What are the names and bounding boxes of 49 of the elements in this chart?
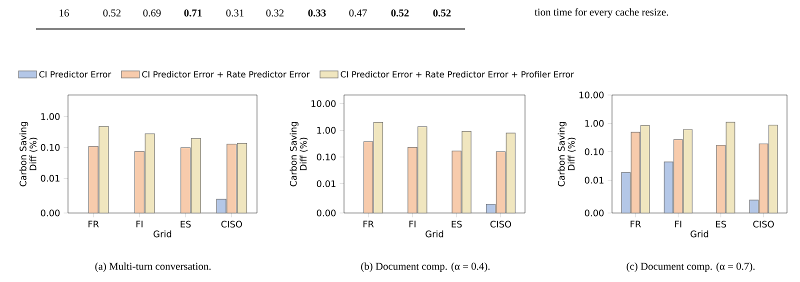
y-tick-label: 1.00	[317, 126, 336, 134]
text: 0.52	[103, 9, 121, 17]
y-axis-title: Carbon Saving Diff (%)	[558, 122, 576, 186]
x-tick-label: ES	[716, 220, 726, 228]
text: 0.52	[391, 9, 409, 17]
text: 0.32	[266, 9, 284, 17]
y-tick-label: 10.00	[312, 100, 336, 107]
text: (a) Multi-turn conversation.	[95, 262, 211, 272]
y-tick-label: 10.00	[580, 92, 604, 98]
y-tick-label: 0.01	[316, 180, 336, 188]
y-tick-label: 0.01	[584, 176, 604, 184]
text: (b) Document comp. (α = 0.4).	[361, 262, 490, 272]
y-tick-label: 0.01	[40, 174, 60, 182]
y-tick-label: 0.00	[584, 210, 604, 216]
y-axis-title: Carbon Saving Diff (%)	[19, 122, 38, 186]
text: 0.52	[433, 9, 451, 17]
x-tick-label: FI	[675, 220, 682, 228]
x-tick-label: CISO	[221, 220, 242, 228]
y-tick-label: 0.00	[316, 210, 336, 216]
legend-label: CI Predictor Error + Rate Predictor Error + Profiler Error	[340, 70, 574, 78]
text: 0.69	[143, 9, 161, 17]
x-tick-label: CISO	[753, 220, 774, 228]
text: tion time for every cache resize.	[534, 8, 668, 18]
text: 0.31	[226, 9, 244, 17]
x-tick-label: FI	[409, 220, 416, 228]
x-tick-label: FI	[136, 220, 142, 228]
x-tick-label: FR	[363, 220, 374, 228]
text: 0.47	[349, 9, 367, 17]
legend-label: CI Predictor Error + Rate Predictor Error	[142, 70, 310, 78]
text: 16	[60, 9, 69, 17]
x-axis-title: Grid	[690, 230, 708, 238]
y-tick-label: 0.10	[316, 154, 336, 160]
y-tick-label: 0.10	[584, 148, 604, 156]
y-tick-label: 0.10	[40, 144, 60, 151]
x-tick-label: ES	[452, 220, 462, 228]
x-tick-label: FR	[88, 220, 99, 228]
x-tick-label: FR	[630, 220, 641, 228]
y-tick-label: 1.00	[41, 113, 60, 120]
text: (c) Document comp. (α = 0.7).	[626, 262, 755, 272]
text: 0.33	[308, 9, 326, 17]
text: 0.71	[184, 9, 202, 17]
x-tick-label: CISO	[490, 220, 512, 228]
x-axis-title: Grid	[154, 230, 172, 238]
y-tick-label: 0.00	[40, 210, 60, 216]
legend-label: CI Predictor Error	[39, 70, 112, 78]
y-axis-title: Carbon Saving Diff (%)	[290, 122, 308, 186]
x-tick-label: ES	[180, 220, 191, 228]
y-tick-label: 1.00	[585, 120, 604, 127]
x-axis-title: Grid	[426, 230, 444, 238]
